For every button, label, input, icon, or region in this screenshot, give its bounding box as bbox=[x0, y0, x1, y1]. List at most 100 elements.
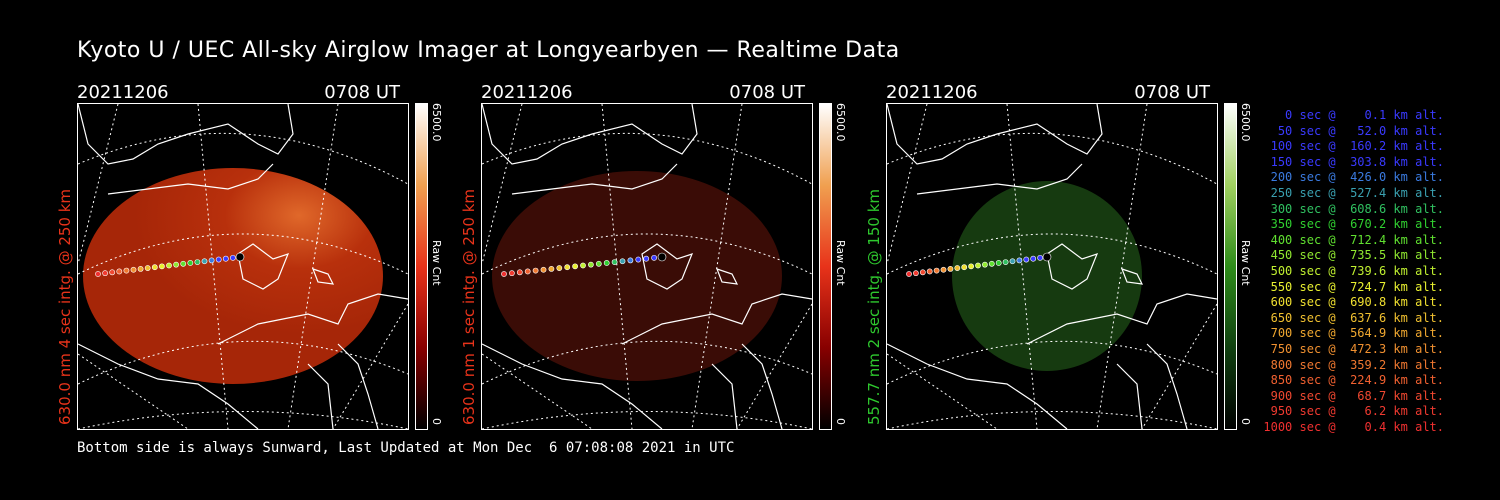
legend-entry: 500 sec @ 739.6 km alt. bbox=[1263, 264, 1444, 278]
legend-entry: 700 sec @ 564.9 km alt. bbox=[1263, 326, 1444, 341]
legend-entry: 0 sec @ 0.1 km alt. bbox=[1263, 108, 1444, 122]
colorbar-max: 6500.0 bbox=[1239, 103, 1252, 142]
panel-date: 20211206 bbox=[481, 82, 573, 103]
colorbar bbox=[415, 103, 428, 430]
legend-entry: 100 sec @ 160.2 km alt. bbox=[1263, 139, 1444, 154]
track-point bbox=[580, 262, 586, 269]
legend-entry: 300 sec @ 608.6 km alt. bbox=[1263, 201, 1444, 216]
track-point bbox=[116, 268, 123, 275]
colorbar-min: 0 bbox=[834, 418, 847, 425]
track-point bbox=[975, 262, 981, 269]
panel-date: 20211206 bbox=[886, 82, 978, 103]
coastlines bbox=[78, 104, 408, 429]
colorbar-unit: Raw Cnt bbox=[1239, 240, 1252, 286]
legend-entry: 850 sec @ 224.9 km alt. bbox=[1263, 373, 1444, 388]
track-point bbox=[215, 256, 222, 263]
track-point bbox=[194, 259, 201, 265]
track-point bbox=[166, 262, 172, 269]
track-point bbox=[926, 268, 933, 275]
legend-entry: 450 sec @ 735.5 km alt. bbox=[1263, 248, 1444, 263]
track-point bbox=[982, 261, 988, 268]
track-point bbox=[532, 267, 539, 274]
coastlines bbox=[482, 104, 812, 429]
panel-time: 0708 UT bbox=[729, 82, 805, 103]
track-point bbox=[933, 267, 940, 274]
track-point bbox=[995, 260, 1002, 266]
legend-entry: 900 sec @ 68.7 km alt. bbox=[1263, 388, 1444, 403]
colorbar-unit: Raw Cnt bbox=[430, 240, 443, 286]
track-point bbox=[501, 271, 507, 277]
page-title: Kyoto U / UEC All-sky Airglow Imager at … bbox=[77, 38, 900, 63]
track-point bbox=[912, 270, 919, 277]
legend-entry: 950 sec @ 6.2 km alt. bbox=[1263, 404, 1444, 419]
legend-entry: 150 sec @ 303.8 km alt. bbox=[1263, 154, 1444, 169]
grid-lines bbox=[78, 104, 408, 429]
legend-entry: 800 sec @ 359.2 km alt. bbox=[1263, 357, 1444, 372]
track-point bbox=[657, 252, 667, 262]
legend-entry: 750 sec @ 472.3 km alt. bbox=[1263, 342, 1444, 356]
track-point bbox=[603, 260, 610, 266]
track-point bbox=[947, 265, 954, 272]
panel-time: 0708 UT bbox=[1134, 82, 1210, 103]
track-point bbox=[919, 269, 926, 276]
track-point bbox=[524, 268, 531, 275]
satellite-track bbox=[501, 252, 667, 277]
airglow-disk bbox=[492, 171, 782, 381]
track-point bbox=[516, 269, 523, 276]
legend-entry: 250 sec @ 527.4 km alt. bbox=[1263, 186, 1444, 200]
track-point bbox=[1023, 256, 1030, 263]
legend-entry: 350 sec @ 670.2 km alt. bbox=[1263, 217, 1444, 232]
panel-date: 20211206 bbox=[77, 82, 169, 103]
allsky-image bbox=[77, 103, 409, 430]
track-point bbox=[1002, 259, 1009, 265]
track-point bbox=[619, 258, 626, 265]
colorbar bbox=[819, 103, 832, 430]
track-point bbox=[123, 267, 130, 274]
legend-entry: 400 sec @ 712.4 km alt. bbox=[1263, 232, 1444, 247]
track-point bbox=[556, 265, 563, 271]
track-point bbox=[611, 259, 618, 265]
track-point bbox=[548, 265, 555, 272]
allsky-image bbox=[481, 103, 813, 430]
track-point bbox=[940, 266, 947, 273]
track-point bbox=[988, 260, 995, 267]
colorbar bbox=[1224, 103, 1237, 430]
allsky-map bbox=[78, 104, 408, 429]
track-point bbox=[906, 271, 912, 277]
track-point bbox=[144, 265, 151, 271]
panel-time: 0708 UT bbox=[324, 82, 400, 103]
airglow-disk bbox=[83, 168, 383, 384]
track-point bbox=[1037, 254, 1043, 261]
track-point bbox=[208, 257, 215, 264]
coastlines bbox=[887, 104, 1217, 429]
allsky-map bbox=[887, 104, 1217, 429]
track-point bbox=[130, 266, 137, 273]
satellite-track bbox=[906, 252, 1052, 277]
footer-note: Bottom side is always Sunward, Last Upda… bbox=[77, 440, 735, 456]
legend-entry: 50 sec @ 52.0 km alt. bbox=[1263, 123, 1444, 138]
panel-wavelength-label: 630.0 nm 1 sec intg. @ 250 km bbox=[460, 188, 478, 425]
satellite-track bbox=[95, 252, 245, 277]
track-point bbox=[508, 270, 515, 277]
colorbar-unit: Raw Cnt bbox=[834, 240, 847, 286]
legend-entry: 550 sec @ 724.7 km alt. bbox=[1263, 279, 1444, 294]
track-point bbox=[595, 260, 602, 267]
track-point bbox=[222, 255, 229, 262]
airglow-disk bbox=[952, 181, 1142, 371]
colorbar-min: 0 bbox=[430, 418, 443, 425]
track-point bbox=[588, 261, 594, 268]
track-point bbox=[954, 265, 961, 271]
legend-entry: 200 sec @ 426.0 km alt. bbox=[1263, 170, 1444, 185]
track-point bbox=[1016, 257, 1023, 264]
track-point bbox=[229, 254, 236, 261]
legend-entry: 600 sec @ 690.8 km alt. bbox=[1263, 295, 1444, 310]
track-point bbox=[1042, 252, 1052, 262]
track-point bbox=[540, 266, 547, 273]
track-point bbox=[1030, 255, 1037, 262]
legend-entry: 650 sec @ 637.6 km alt. bbox=[1263, 310, 1444, 325]
track-point bbox=[102, 270, 108, 277]
track-point bbox=[635, 256, 642, 263]
grid-lines bbox=[887, 104, 1217, 429]
colorbar-max: 6500.0 bbox=[430, 103, 443, 142]
track-point bbox=[572, 263, 578, 270]
